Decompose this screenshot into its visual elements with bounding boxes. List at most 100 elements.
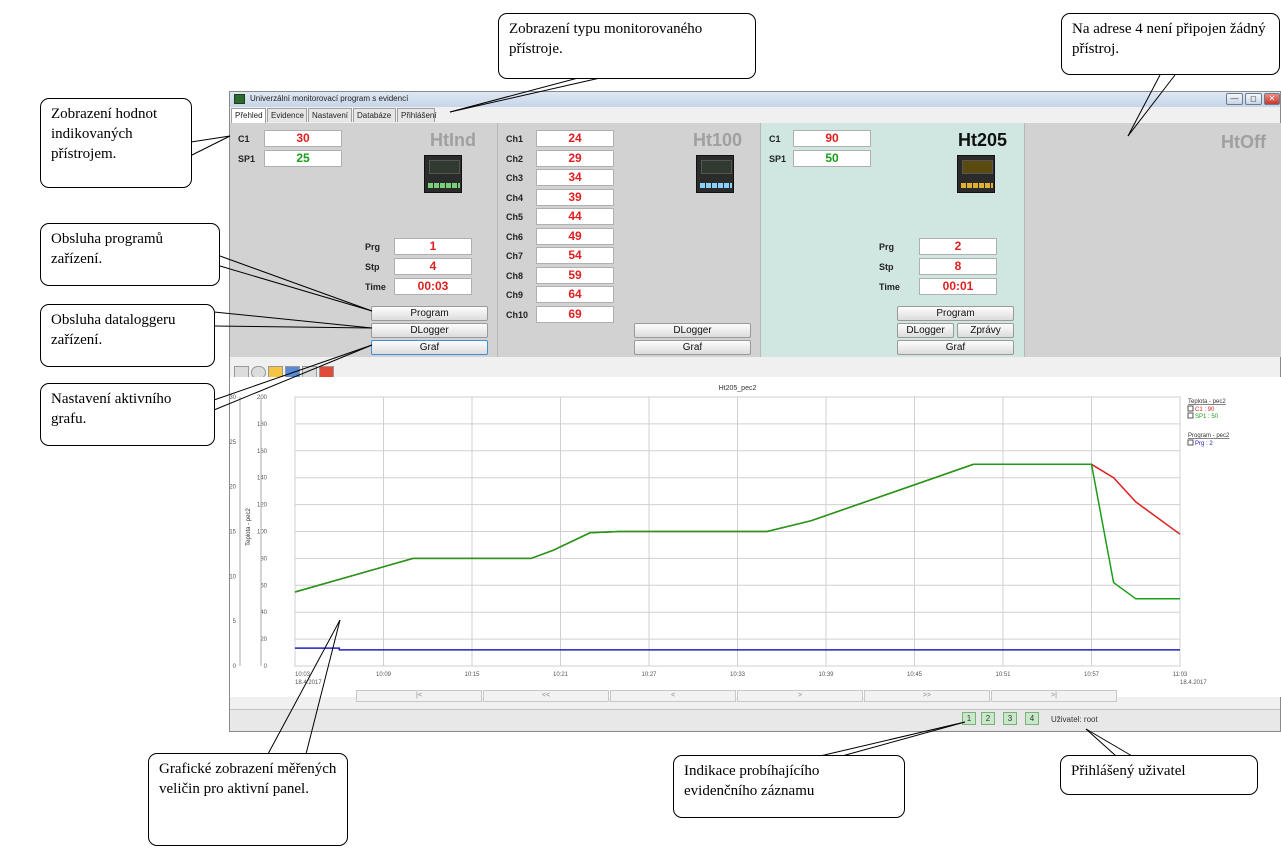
htoff-device-name: HtOff (1221, 132, 1266, 152)
chart-area[interactable]: Ht205_pec2 0 20 40 60 80 100 120 140 160 180 200 0 5 1… (224, 377, 1281, 697)
ht205-prg-value: 2 (919, 238, 997, 255)
ht205-dlogger-button[interactable]: DLogger (897, 323, 954, 338)
callout-uzivatel: Přihlášený uživatel (1060, 755, 1258, 795)
htind-c1-label: C1 (238, 134, 250, 144)
ht205-device-name: Ht205 (958, 130, 1008, 150)
ht100-dlogger-button[interactable]: DLogger (634, 323, 751, 338)
chart-title: Ht205_pec2 (719, 385, 757, 392)
ht100-channel-value: 29 (536, 149, 614, 167)
htind-graf-button[interactable]: Graf (371, 340, 488, 355)
htind-dlogger-button[interactable]: DLogger (371, 323, 488, 338)
ht100-channel-value: 64 (536, 286, 614, 303)
callout-datalogger: Obsluha dataloggeru zařízení. (40, 304, 215, 367)
htind-stp-label: Stp (365, 262, 380, 272)
htind-sp1-label: SP1 (238, 154, 256, 164)
nav-next-page-button[interactable]: >> (864, 690, 990, 702)
nav-last-button[interactable]: >| (991, 690, 1117, 702)
leader-graf (213, 344, 373, 401)
ht205-time-value: 00:01 (919, 278, 997, 295)
leader-adresa (1127, 74, 1176, 137)
leader-adresa (1127, 74, 1161, 137)
leader-datalogger (213, 325, 373, 329)
ht100-device-image (696, 155, 734, 193)
ht100-channel-value: 59 (536, 266, 614, 284)
ht205-program-button[interactable]: Program (897, 306, 1014, 321)
y-right-tick-label: 20 (230, 485, 237, 491)
y-left-tick-label: 20 (260, 637, 267, 643)
tab-prihlaseni[interactable]: Přihlášení (397, 108, 437, 122)
ht100-channel-label: Ch10 (506, 309, 529, 320)
minimize-button[interactable]: — (1226, 93, 1243, 105)
legend-entry-c1: C1 : 90 (1195, 407, 1215, 413)
callout-typ: Zobrazení typu monitorovaného přístroje. (498, 13, 756, 79)
status-bar (230, 709, 1280, 731)
panel-ht100[interactable]: Ch1 24 Ch2 29 Ch3 34 Ch4 39 Ch5 44 Ch6 49 Ch7 54 Ch8 59… (498, 123, 761, 357)
ht100-channel-label: Ch7 (506, 251, 524, 261)
htind-time-label: Time (365, 282, 386, 292)
legend-group-title: Teplota - pec2 (1188, 399, 1226, 405)
ht100-channel-label: Ch3 (506, 173, 524, 183)
ht205-c1-label: C1 (769, 134, 781, 144)
ht100-channel-label: Ch6 (506, 231, 524, 242)
nav-prev-page-button[interactable]: << (483, 690, 609, 702)
title-bar: Univerzální monitorovací program s evide… (230, 92, 1280, 107)
ht205-graf-button[interactable]: Graf (897, 340, 1014, 355)
tab-nastaveni[interactable]: Nastavení (308, 108, 352, 122)
y-left-tick-label: 100 (257, 530, 268, 536)
x-date-label-end: 18.4.2017 (1180, 680, 1207, 686)
series-line-1 (294, 463, 1180, 600)
chart-svg: Ht205_pec2 0 20 40 60 80 100 120 140 160 180 200 0 5 1… (224, 385, 1230, 686)
leader-datalogger (213, 311, 373, 329)
ht100-graf-button[interactable]: Graf (634, 340, 751, 355)
nav-next-button[interactable]: > (737, 690, 863, 702)
leader-programy (219, 255, 373, 312)
ht205-sp1-label: SP1 (769, 154, 787, 164)
y-left-tick-label: 140 (257, 476, 268, 482)
nav-prev-button[interactable]: < (610, 690, 736, 702)
tab-prehled[interactable]: Přehled (231, 108, 266, 123)
x-tick-label: 10:03 (295, 672, 311, 678)
y-left-tick-label: 200 (257, 395, 268, 401)
legend-checkbox-sp1 (1187, 412, 1194, 419)
leader-typ (449, 77, 601, 113)
x-tick-label: 10:45 (907, 672, 923, 678)
htind-sp1-value: 25 (264, 150, 342, 167)
ht100-channel-label: Ch4 (506, 192, 524, 203)
ht205-zpravy-button[interactable]: Zprávy (957, 323, 1014, 338)
record-indicator-4: 4 (1025, 712, 1039, 725)
y-right-tick-label: 25 (230, 440, 237, 446)
record-indicator-1: 1 (962, 712, 976, 725)
ht205-sp1-value: 50 (793, 150, 871, 167)
htind-time-value: 00:03 (394, 278, 472, 295)
ht100-channel-value: 44 (536, 208, 614, 225)
y-left-tick-label: 180 (257, 422, 268, 428)
leader-indikace (819, 721, 966, 757)
leader-programy (219, 265, 373, 312)
htind-program-button[interactable]: Program (371, 306, 488, 321)
panel-htoff[interactable]: HtOff (1025, 123, 1281, 357)
nav-first-button[interactable]: |< (356, 690, 482, 702)
leader-uzivatel (1085, 728, 1133, 757)
app-window: Univerzální monitorovací program s evide… (224, 91, 1281, 732)
tab-evidence[interactable]: Evidence (267, 108, 307, 122)
x-tick-label: 10:51 (995, 672, 1011, 678)
ht205-device-image (957, 155, 995, 193)
leader-indikace (841, 721, 966, 757)
ht205-time-label: Time (879, 282, 900, 292)
maximize-button[interactable]: ◻ (1245, 93, 1262, 105)
leader-graficke (305, 619, 341, 755)
callout-hodnoty: Zobrazení hodnot indikovaných přístrojem… (40, 98, 192, 188)
callout-indikace: Indikace probíhajícího evidenčního zázna… (673, 755, 905, 818)
legend-checkbox-c1 (1187, 405, 1194, 412)
tab-databaze[interactable]: Databáze (353, 108, 396, 122)
ht205-c1-value: 90 (793, 130, 871, 147)
x-tick-label: 10:21 (553, 672, 569, 678)
panel-ht205[interactable]: C1 90 SP1 50 Ht205 Prg 2 Stp 8 Time 00:0… (761, 123, 1025, 357)
htind-device-image (424, 155, 462, 193)
close-button[interactable]: ✕ (1264, 93, 1280, 105)
y-right-tick-label: 30 (230, 395, 237, 401)
y-right-tick-label: 15 (230, 530, 237, 536)
legend-group-title: Program - pec2 (1188, 433, 1230, 439)
app-icon (234, 94, 245, 104)
x-tick-label: 10:33 (730, 672, 746, 678)
